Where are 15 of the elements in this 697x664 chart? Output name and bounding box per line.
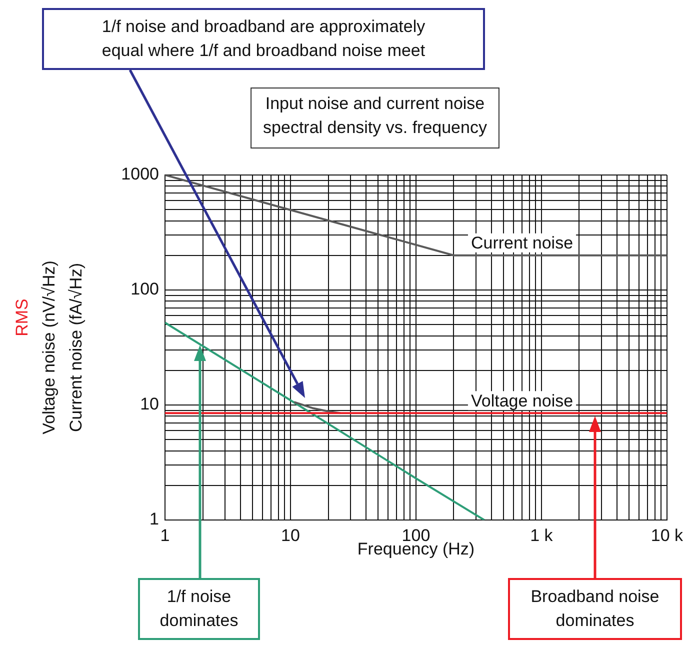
y-tick-label: 1 bbox=[150, 510, 159, 529]
x-tick-label: 1 k bbox=[530, 526, 554, 545]
chart-title: Input noise and current noise spectral density vs. frequency bbox=[263, 94, 488, 138]
text: Broadband noise dominates bbox=[508, 578, 682, 640]
x-tick-label: 10 k bbox=[650, 526, 684, 545]
y-tick-label: 1000 bbox=[121, 164, 159, 184]
y-axis-title: RMS Voltage noise (nV/√Hz) Current noise (fA/√Hz) bbox=[12, 260, 86, 434]
text: 1/f noise and broadband are approximately equal where 1/f and broadband noise meet bbox=[42, 8, 485, 70]
series-label: Voltage noise bbox=[470, 391, 574, 410]
x-tick-label: 10 bbox=[281, 526, 300, 545]
y-tick-label: 10 bbox=[140, 394, 159, 414]
x-tick-label: 100 bbox=[402, 526, 430, 545]
text: 1/f noise dominates bbox=[138, 578, 260, 640]
series-label: Current noise bbox=[470, 234, 574, 253]
y-tick-label: 100 bbox=[130, 280, 159, 299]
